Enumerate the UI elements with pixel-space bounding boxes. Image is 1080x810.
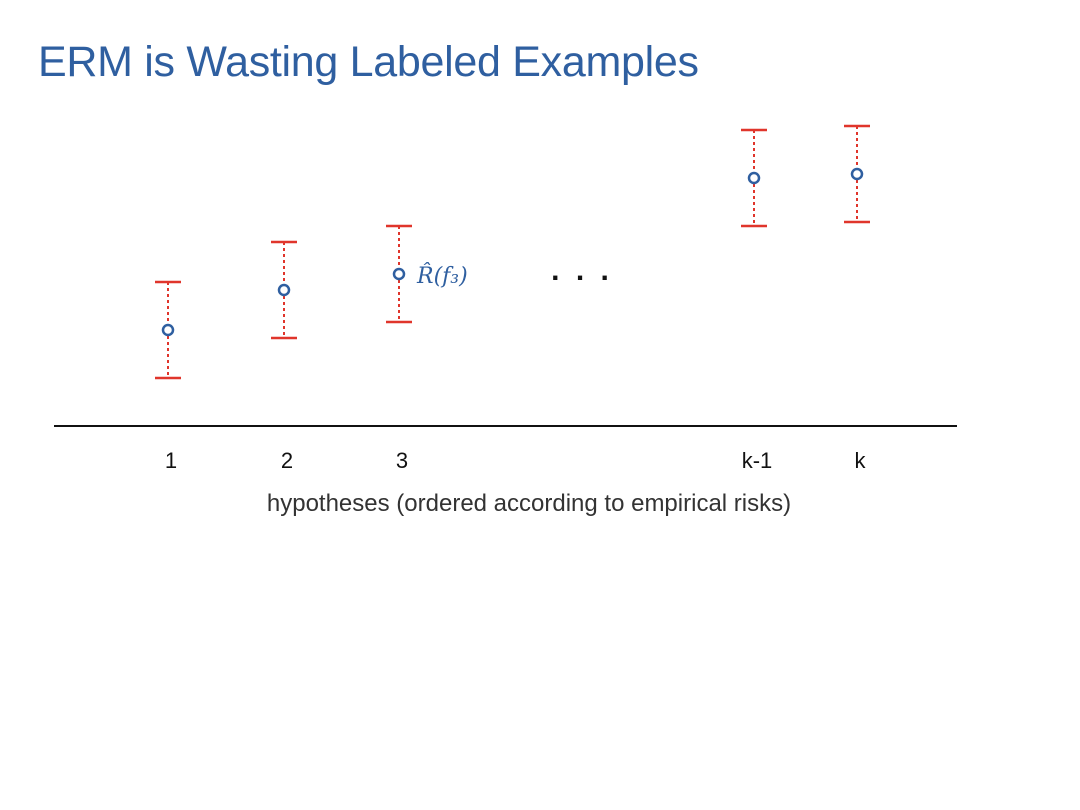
empirical-risk-point-2 — [277, 283, 291, 297]
hypothesis-2 — [271, 240, 297, 340]
empirical-risk-point-k-1 — [747, 171, 761, 185]
hypothesis-label-k: k — [855, 448, 867, 473]
empirical-risk-point-k — [850, 167, 864, 181]
hypothesis-label-3: 3 — [396, 448, 408, 473]
hypothesis-3 — [386, 224, 412, 324]
ellipsis: . . . — [551, 254, 613, 287]
hypothesis-marks — [155, 124, 870, 380]
empirical-risk-point-3 — [392, 267, 406, 281]
hypothesis-labels: 1 2 3 k-1 k — [165, 448, 867, 473]
hypothesis-label-1: 1 — [165, 448, 177, 473]
hypothesis-label-2: 2 — [281, 448, 293, 473]
empirical-risk-point-1 — [161, 323, 175, 337]
hypothesis-k — [844, 124, 870, 224]
empirical-risk-annotation: R̂(f₃) — [416, 263, 468, 289]
hypothesis-k-1 — [741, 128, 767, 228]
x-axis-caption: hypotheses (ordered according to empiric… — [267, 490, 791, 517]
slide-title: ERM is Wasting Labeled Examples — [38, 38, 699, 86]
hypothesis-1 — [155, 280, 181, 380]
hypothesis-label-k-1: k-1 — [742, 448, 773, 473]
